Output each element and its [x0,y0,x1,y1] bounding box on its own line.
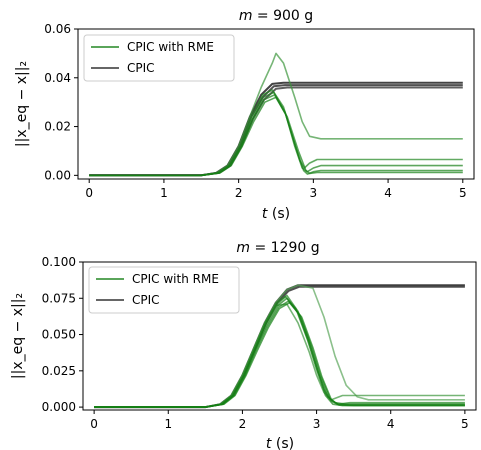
series-line-cpic-with-rme [94,303,465,408]
plot-area [94,284,465,409]
x-tick-label: 0 [90,417,98,431]
y-tick-label: 0.06 [44,22,71,36]
x-tick-label: 3 [313,417,321,431]
x-axis-label: t (s) [266,436,294,450]
chart-panel-1290g: m = 1290 g 0 1 2 3 4 5 0.000 0.025 0.050 0.075 0.1… [10,240,477,450]
x-tick-label: 5 [459,186,467,200]
y-tick-label: 0.050 [42,328,76,342]
legend: CPIC with RME CPIC [88,266,240,314]
axes-frame [77,28,475,180]
y-axis-label: ||x_eq − x||₂ [14,61,30,147]
series-line-cpic-with-rme [89,96,463,177]
y-tick-label: 0.025 [42,364,76,378]
y-tick-label: 0.100 [42,255,76,269]
legend-box [83,34,235,82]
x-tick-label: 3 [310,186,318,200]
ticks: 0 1 2 3 4 5 0.000 0.025 0.050 0.075 0.100 [42,255,469,431]
x-axis-label: t (s) [262,206,290,222]
y-axis-label: ||x_eq − x||₂ [10,293,26,379]
x-tick-label: 2 [235,186,243,200]
x-tick-label: 4 [384,186,392,200]
series-line-cpic-with-rme [89,89,463,177]
legend-label-cpic: CPIC [132,293,160,307]
legend-label-cpic: CPIC [127,61,155,75]
legend-label-cpic-rme: CPIC with RME [132,272,219,286]
x-tick-label: 1 [164,417,172,431]
chart-title: m = 1290 g [236,240,319,256]
series-line-cpic [89,86,463,177]
x-tick-label: 5 [461,417,469,431]
x-tick-label: 2 [239,417,247,431]
y-tick-label: 0.02 [44,120,71,134]
plot-area [89,52,463,177]
series-line-cpic-with-rme [94,300,465,408]
ticks: 0 1 2 3 4 5 0.00 0.02 0.04 0.06 [44,22,466,200]
series-line-cpic-with-rme [89,91,463,177]
x-tick-label: 1 [160,186,168,200]
y-tick-label: 0.000 [42,400,76,414]
legend-box [88,266,240,314]
y-tick-label: 0.04 [44,71,71,85]
legend: CPIC with RME CPIC [83,34,235,82]
series-line-cpic-with-rme [94,301,465,408]
x-tick-label: 4 [387,417,395,431]
series-line-cpic-with-rme [89,94,463,177]
legend-label-cpic-rme: CPIC with RME [127,40,214,54]
chart-panel-900g: m = 900 g 0 1 2 3 4 5 0.00 0.02 0.04 0.06 t (s) |… [14,8,475,222]
series-line-cpic-with-rme [94,297,465,408]
y-tick-label: 0.00 [44,168,71,182]
chart-title: m = 900 g [239,8,313,24]
axes-frame [82,261,477,411]
x-tick-label: 0 [85,186,93,200]
y-tick-label: 0.075 [42,291,76,305]
series-line-cpic-with-rme [89,52,463,177]
